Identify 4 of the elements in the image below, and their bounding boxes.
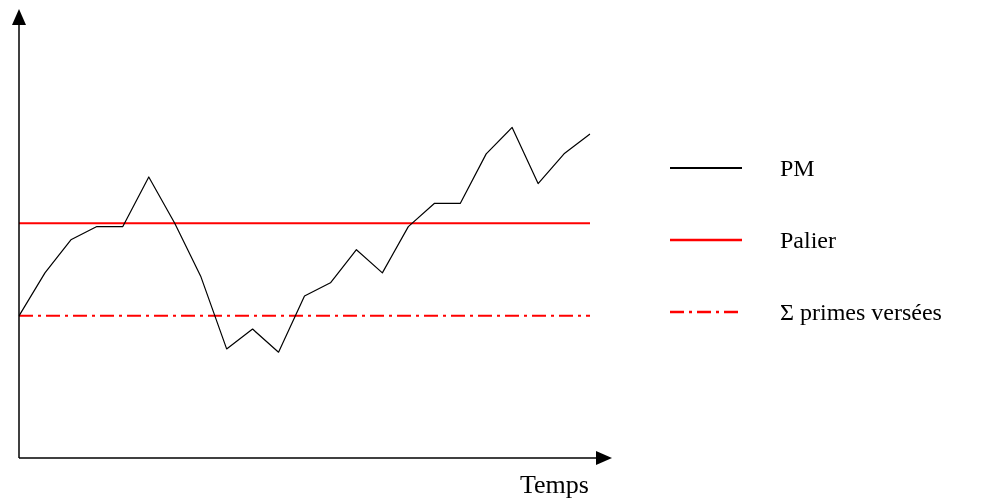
legend-label: PM [780,154,815,182]
legend-label: Σ primes versées [780,298,942,326]
x-axis-title: Temps [520,470,589,500]
legend-label: Palier [780,226,836,254]
